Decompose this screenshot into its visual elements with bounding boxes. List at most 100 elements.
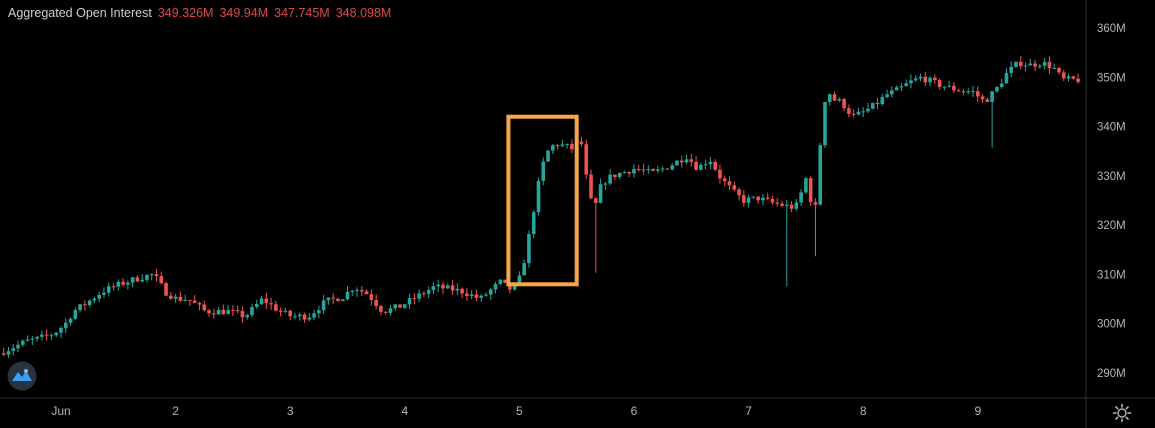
candle-body — [63, 322, 68, 328]
candle-body — [880, 97, 885, 105]
candle-body — [78, 304, 82, 311]
candle-body — [603, 183, 608, 185]
candle-body — [44, 334, 49, 336]
candle-body — [59, 327, 63, 333]
candle-body — [68, 318, 73, 323]
candle-body — [250, 306, 254, 316]
candle-body — [531, 212, 536, 235]
candle-body — [837, 98, 842, 101]
candle-body — [164, 283, 168, 296]
candle-body — [746, 197, 751, 203]
candle-body — [379, 306, 383, 312]
highlight-layer — [506, 114, 579, 287]
candle-body — [904, 83, 908, 87]
candle-body — [240, 310, 245, 318]
y-tick-label: 340M — [1097, 122, 1126, 134]
candle-body — [579, 141, 584, 145]
candle-body — [684, 159, 689, 163]
candle-body — [722, 178, 727, 182]
candle-body — [73, 310, 78, 319]
candle-body — [527, 234, 531, 264]
candle-body — [971, 91, 975, 93]
candle-body — [899, 86, 904, 88]
candle-body — [1028, 63, 1033, 66]
candle-body — [192, 300, 197, 303]
candle-body — [1066, 76, 1071, 79]
candle-body — [703, 164, 708, 166]
time-axis[interactable]: Jun 2 3 4 5 6 7 8 9 — [51, 404, 981, 418]
candle-body — [1023, 65, 1028, 67]
gear-icon[interactable] — [1112, 403, 1132, 423]
candle-body — [254, 303, 259, 307]
candle-body — [570, 143, 574, 150]
candle-body — [35, 336, 39, 339]
candle-body — [512, 284, 517, 290]
candle-body — [990, 91, 994, 102]
candle-body — [431, 286, 436, 291]
candle-body — [259, 298, 264, 304]
candle-body — [1018, 61, 1023, 67]
candle-body — [331, 297, 335, 299]
candle-body — [307, 317, 312, 320]
candle-body — [49, 335, 54, 337]
candle-body — [116, 281, 121, 287]
candle-body — [742, 195, 746, 203]
tradingview-logo-icon[interactable] — [7, 361, 37, 391]
candle-body — [952, 85, 956, 91]
candle-body — [555, 145, 560, 147]
candle-body — [976, 91, 980, 97]
candle-body — [660, 168, 665, 170]
x-tick-label: 3 — [287, 404, 294, 418]
candle-body — [675, 160, 679, 166]
candle-body — [16, 344, 20, 349]
candle-body — [670, 165, 674, 170]
candle-body — [106, 286, 111, 293]
candle-body — [737, 189, 741, 196]
candle-body — [651, 169, 655, 171]
price-axis[interactable]: 290M 300M 310M 320M 330M 340M 350M 360M — [1097, 23, 1126, 380]
candle-body — [966, 91, 971, 93]
candle-body — [1061, 72, 1066, 79]
candle-body — [183, 299, 187, 301]
candle-body — [321, 300, 326, 311]
candle-body — [145, 274, 149, 280]
candle-body — [30, 338, 35, 340]
candle-body — [450, 285, 455, 291]
candle-body — [197, 302, 202, 305]
candle-body — [608, 174, 612, 184]
candle-body — [541, 161, 546, 181]
candle-body — [1052, 67, 1056, 69]
candle-body — [875, 102, 880, 105]
y-tick-label: 330M — [1097, 171, 1126, 183]
candle-body — [522, 263, 526, 276]
candle-body — [126, 282, 130, 285]
candle-body — [278, 310, 283, 312]
candle-body — [679, 160, 684, 163]
candle-body — [140, 279, 144, 282]
candle-body — [398, 304, 402, 308]
candle-body — [594, 198, 598, 203]
candle-body — [851, 113, 856, 115]
candle-body — [536, 180, 541, 213]
candle-body — [641, 169, 646, 171]
candle-body — [775, 202, 780, 204]
chart-legend: Aggregated Open Interest 349.326M 349.94… — [8, 6, 391, 20]
candle-body — [656, 169, 660, 171]
candle-body — [1009, 66, 1014, 73]
candle-body — [761, 197, 765, 201]
candle-body — [617, 172, 622, 178]
candle-body — [469, 294, 474, 297]
highlight-box[interactable] — [506, 114, 579, 287]
candle-body — [622, 171, 627, 173]
candle-body — [436, 284, 441, 287]
candle-body — [6, 351, 11, 355]
candle-body — [474, 294, 479, 298]
candle-body — [274, 304, 278, 311]
candle-body — [1038, 65, 1042, 67]
x-tick-label: 2 — [172, 404, 179, 418]
candle-body — [154, 274, 159, 277]
candle-body — [632, 168, 636, 174]
candle-body — [598, 184, 603, 203]
candle-body — [426, 290, 431, 294]
